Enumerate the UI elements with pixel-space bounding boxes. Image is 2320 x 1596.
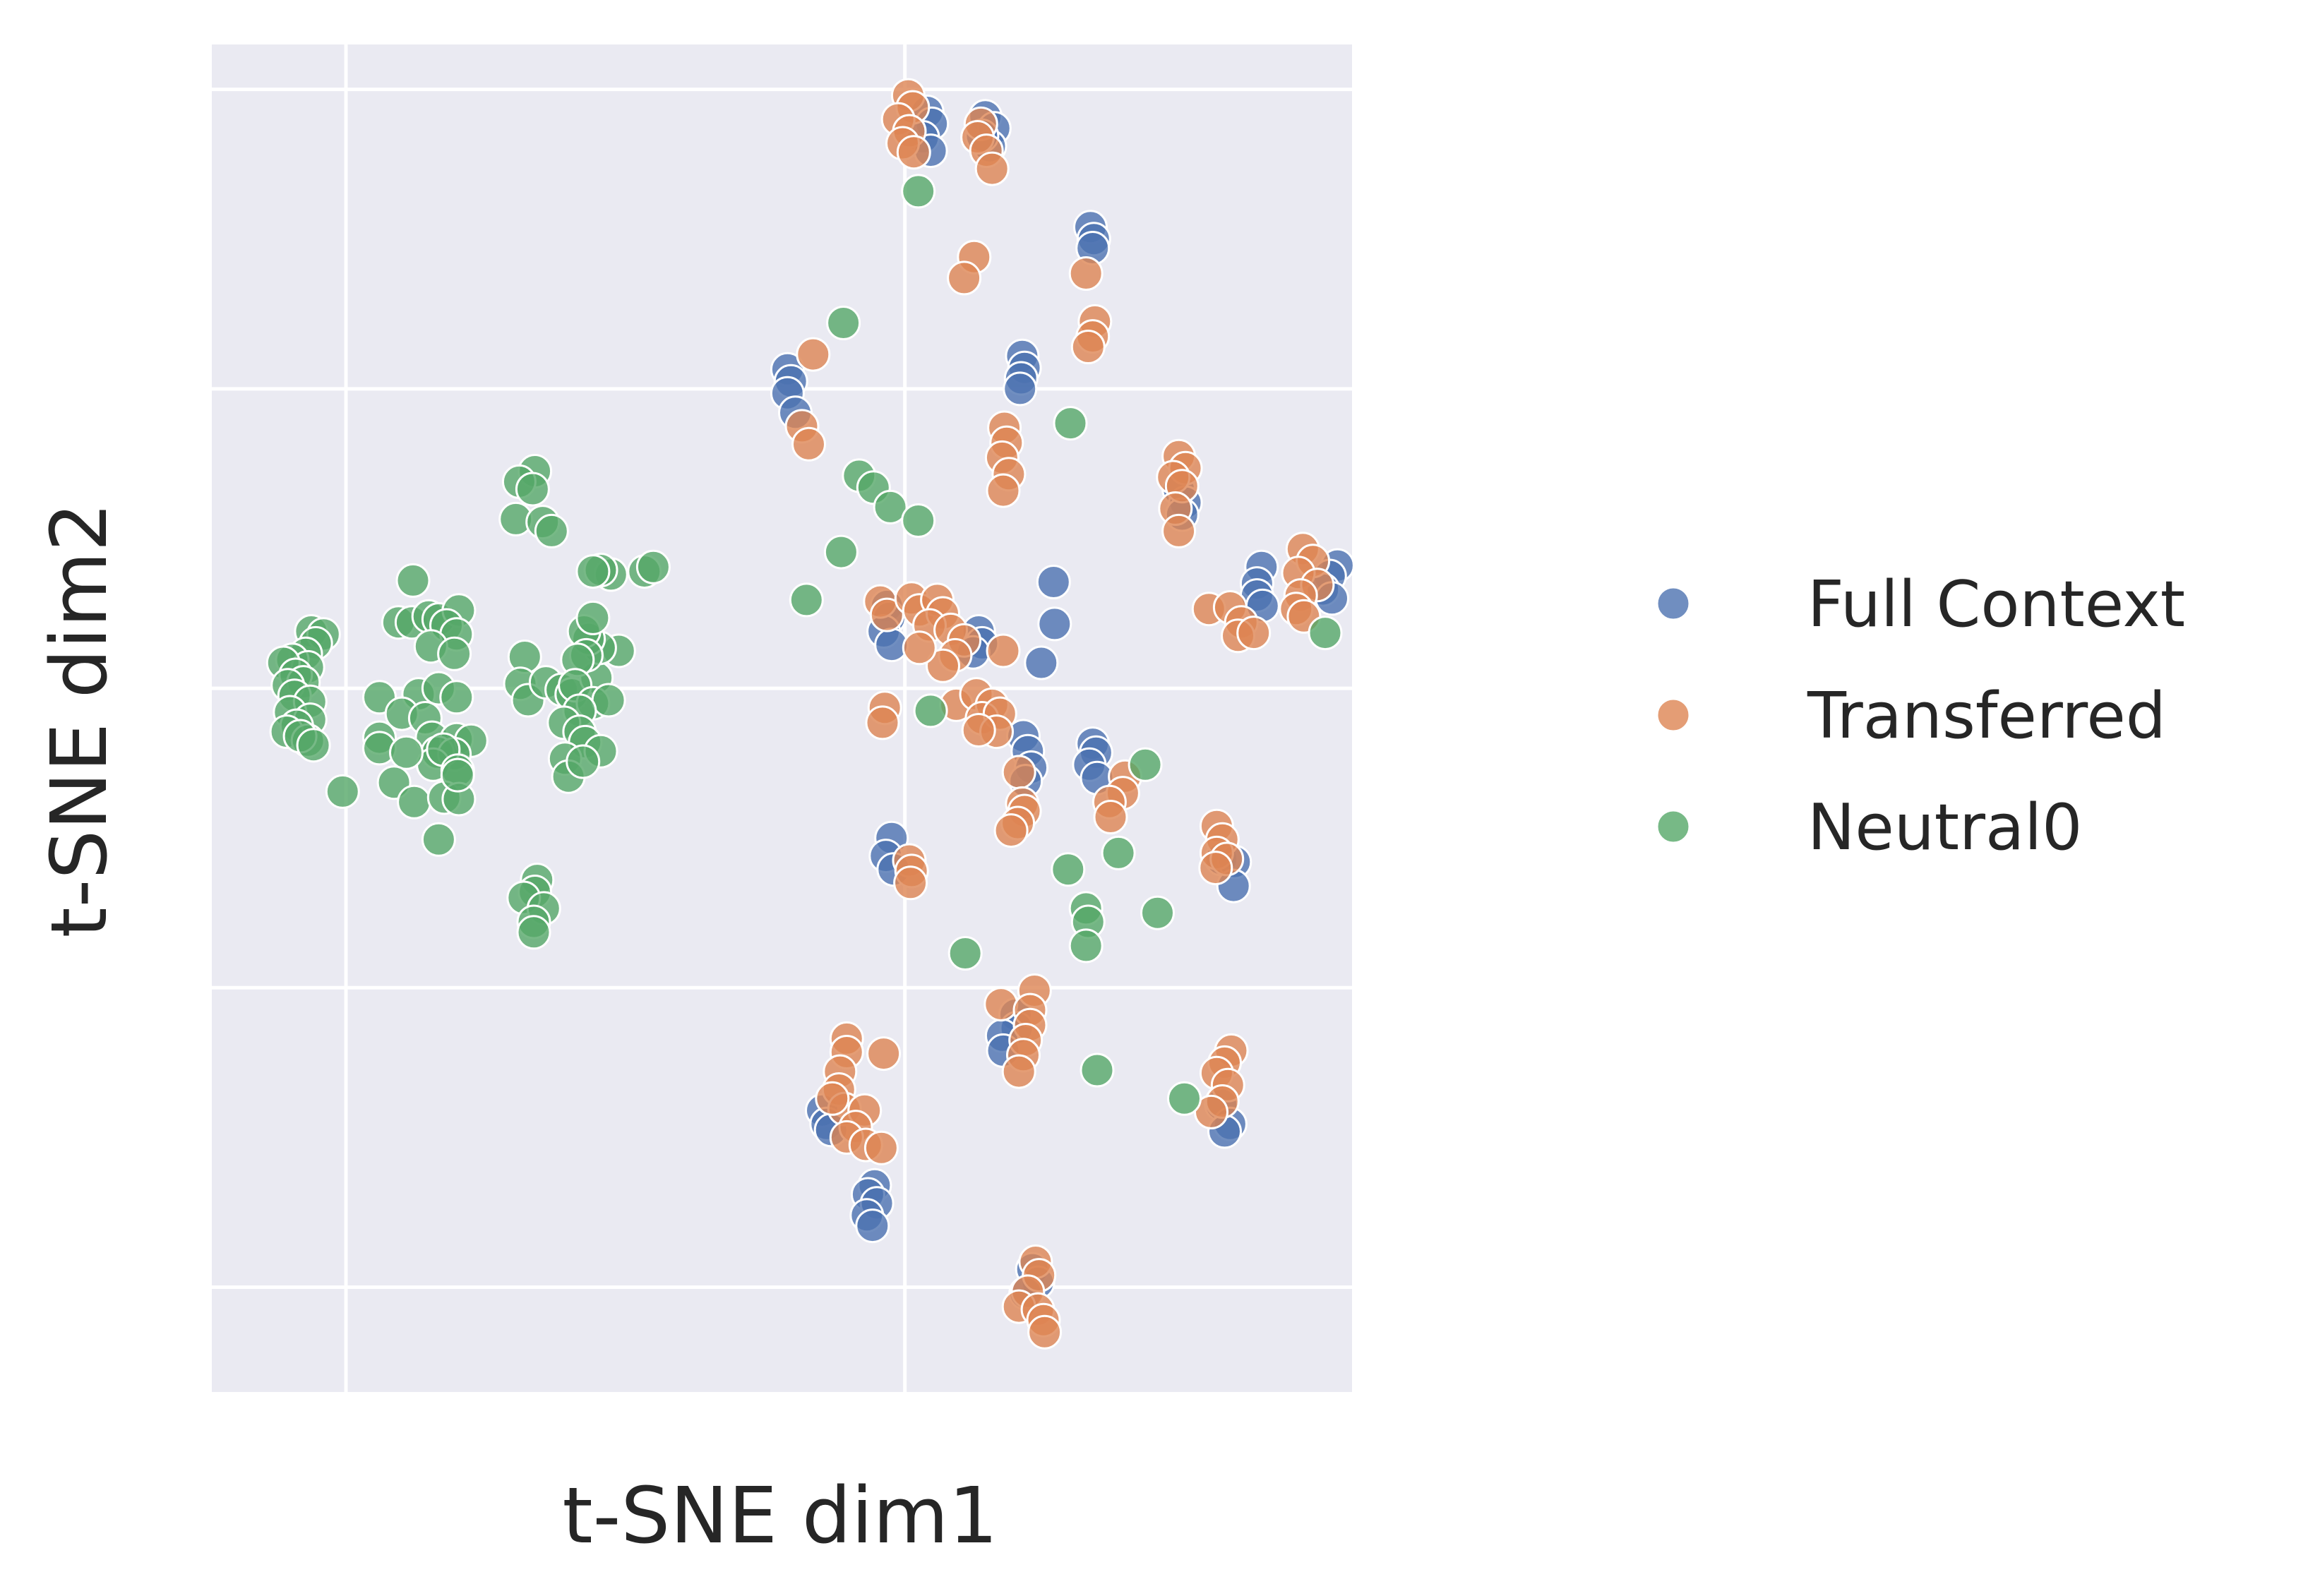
- point-neutral0: [1101, 835, 1136, 870]
- point-neutral0: [1128, 747, 1163, 782]
- point-neutral0: [515, 472, 550, 507]
- point-neutral0: [591, 683, 626, 718]
- point-neutral0: [635, 549, 671, 584]
- legend-label-neutral0: Neutral0: [1807, 791, 2082, 865]
- points-layer: [265, 78, 1355, 1350]
- plot-background: [212, 44, 1352, 1392]
- point-full-context: [1003, 371, 1038, 407]
- point-neutral0: [440, 757, 475, 793]
- point-transferred: [1027, 1314, 1063, 1350]
- point-neutral0: [421, 822, 456, 857]
- point-neutral0: [826, 306, 861, 340]
- point-neutral0: [873, 489, 908, 524]
- point-transferred: [926, 648, 960, 683]
- point-neutral0: [947, 936, 983, 971]
- point-full-context: [1037, 606, 1072, 642]
- point-neutral0: [789, 582, 824, 618]
- point-neutral0: [823, 534, 859, 570]
- point-transferred: [896, 135, 931, 170]
- point-transferred: [1001, 1054, 1036, 1089]
- point-transferred: [815, 1081, 850, 1116]
- point-transferred: [866, 1036, 902, 1072]
- point-neutral0: [395, 563, 431, 598]
- point-transferred: [1161, 513, 1197, 548]
- point-transferred: [1198, 851, 1233, 886]
- point-transferred: [1001, 755, 1036, 790]
- point-transferred: [986, 633, 1021, 668]
- point-neutral0: [296, 728, 331, 763]
- legend-label-full-context: Full Context: [1807, 568, 2185, 642]
- legend-label-transferred: Transferred: [1807, 679, 2166, 753]
- point-transferred: [865, 705, 900, 740]
- point-neutral0: [1051, 852, 1086, 887]
- point-neutral0: [325, 774, 360, 809]
- point-neutral0: [575, 600, 611, 635]
- point-neutral0: [437, 636, 472, 671]
- point-full-context: [1024, 645, 1059, 680]
- point-neutral0: [1053, 406, 1088, 441]
- point-neutral0: [913, 693, 948, 728]
- point-transferred: [947, 260, 982, 296]
- point-transferred: [986, 473, 1021, 508]
- point-neutral0: [397, 784, 432, 820]
- point-neutral0: [901, 174, 936, 209]
- y-axis-label: t-SNE dim2: [34, 503, 124, 938]
- legend-marker-transferred: [1656, 697, 1691, 733]
- point-neutral0: [516, 915, 551, 950]
- point-neutral0: [1080, 1052, 1115, 1088]
- point-neutral0: [389, 735, 424, 770]
- point-neutral0: [901, 503, 936, 538]
- legend-marker-full-context: [1656, 586, 1691, 621]
- point-neutral0: [1068, 928, 1104, 964]
- point-transferred: [1093, 800, 1128, 834]
- point-transferred: [796, 337, 831, 372]
- point-transferred: [993, 813, 1029, 848]
- point-transferred: [791, 426, 826, 462]
- x-axis-label: t-SNE dim1: [563, 1470, 998, 1561]
- point-transferred: [863, 1130, 899, 1165]
- point-transferred: [983, 987, 1019, 1022]
- point-transferred: [1070, 330, 1106, 364]
- point-neutral0: [575, 554, 611, 589]
- point-neutral0: [1308, 616, 1343, 651]
- point-neutral0: [1140, 895, 1175, 930]
- point-neutral0: [566, 744, 601, 779]
- point-transferred: [902, 630, 937, 666]
- point-transferred: [961, 713, 996, 748]
- point-transferred: [893, 865, 928, 901]
- point-neutral0: [439, 680, 474, 715]
- legend-marker-neutral0: [1656, 809, 1691, 844]
- point-neutral0: [534, 513, 569, 548]
- point-transferred: [974, 151, 1010, 186]
- legend: Full Context Transferred Neutral0: [1656, 568, 2185, 865]
- point-full-context: [855, 1208, 890, 1244]
- point-neutral0: [1167, 1081, 1202, 1116]
- point-full-context: [1036, 565, 1071, 599]
- point-transferred: [1236, 616, 1272, 651]
- point-transferred: [1068, 256, 1104, 291]
